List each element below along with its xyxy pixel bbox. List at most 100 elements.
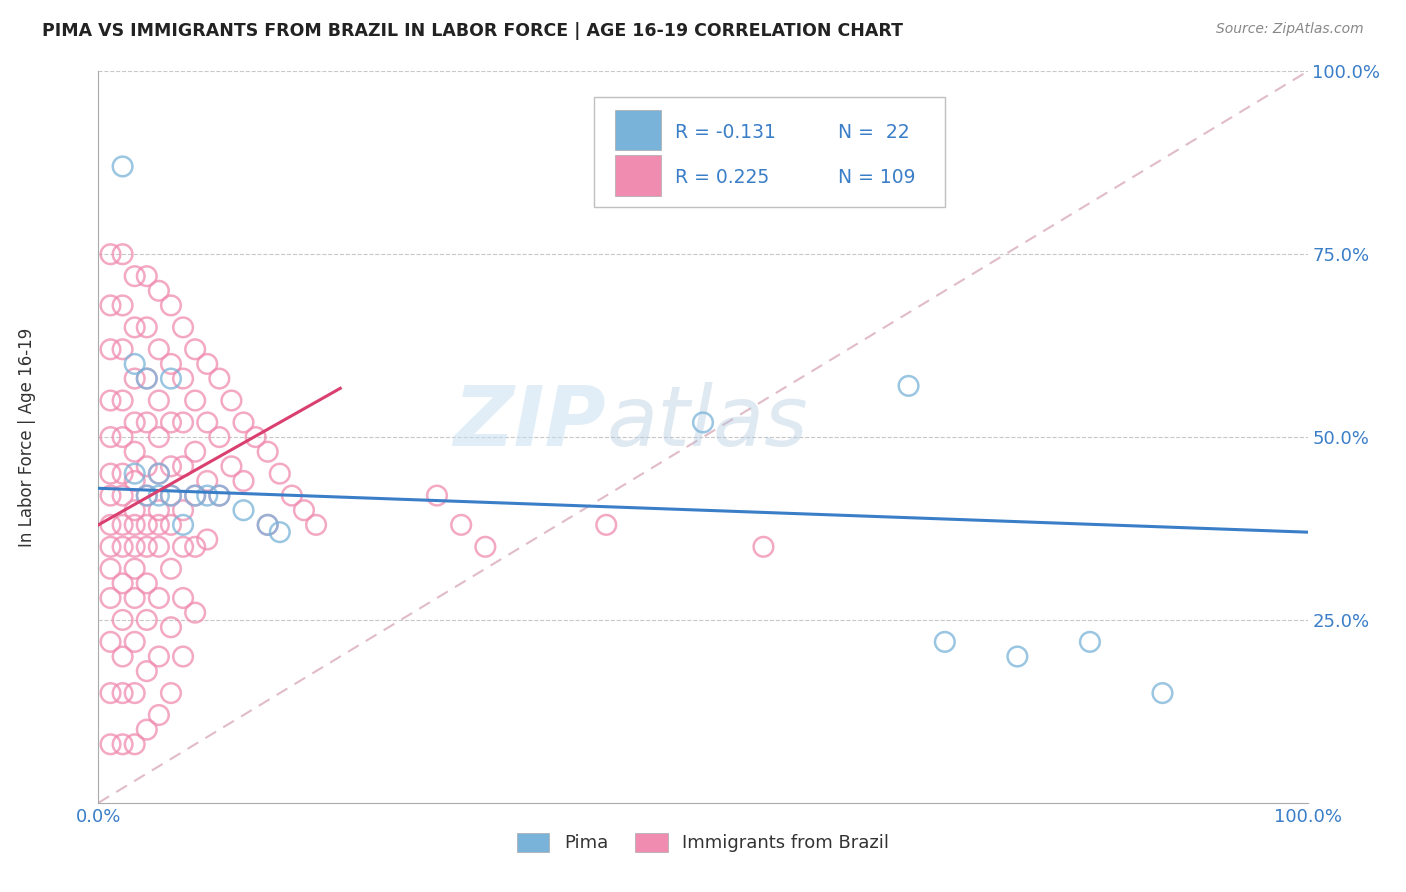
Point xyxy=(184,393,207,408)
Point xyxy=(752,540,775,554)
Point xyxy=(172,649,194,664)
Point xyxy=(111,160,134,174)
Point xyxy=(124,371,146,385)
Point xyxy=(269,467,291,481)
Point xyxy=(135,723,157,737)
Point xyxy=(148,430,170,444)
Point xyxy=(111,467,134,481)
Point xyxy=(135,613,157,627)
Point xyxy=(256,444,278,458)
Text: ZIP: ZIP xyxy=(454,382,606,463)
Point xyxy=(100,343,122,357)
Point xyxy=(135,269,157,284)
Point xyxy=(221,459,243,474)
Point xyxy=(184,489,207,503)
Point xyxy=(245,430,267,444)
Point xyxy=(135,489,157,503)
Point xyxy=(450,517,472,532)
Point xyxy=(124,269,146,284)
Point xyxy=(160,489,183,503)
Point xyxy=(100,635,122,649)
Point xyxy=(195,533,218,547)
Point xyxy=(172,540,194,554)
Point xyxy=(160,620,183,634)
Point xyxy=(1152,686,1174,700)
Text: PIMA VS IMMIGRANTS FROM BRAZIL IN LABOR FORCE | AGE 16-19 CORRELATION CHART: PIMA VS IMMIGRANTS FROM BRAZIL IN LABOR … xyxy=(42,22,903,40)
Point xyxy=(111,540,134,554)
Point xyxy=(692,416,714,430)
Point xyxy=(148,503,170,517)
Point xyxy=(184,343,207,357)
Point xyxy=(195,357,218,371)
Point xyxy=(148,284,170,298)
Point xyxy=(111,393,134,408)
Point xyxy=(184,606,207,620)
Legend: Pima, Immigrants from Brazil: Pima, Immigrants from Brazil xyxy=(509,826,897,860)
Point xyxy=(172,517,194,532)
Point xyxy=(111,343,134,357)
Point xyxy=(100,467,122,481)
Point xyxy=(111,247,134,261)
Point xyxy=(172,371,194,385)
Point xyxy=(148,467,170,481)
Point xyxy=(172,320,194,334)
Point xyxy=(426,489,449,503)
Point xyxy=(934,635,956,649)
Point xyxy=(148,343,170,357)
Point xyxy=(100,686,122,700)
Point xyxy=(148,517,170,532)
Text: N =  22: N = 22 xyxy=(838,122,910,142)
Point xyxy=(100,247,122,261)
Point xyxy=(124,320,146,334)
Point xyxy=(256,517,278,532)
Point xyxy=(148,540,170,554)
Point xyxy=(135,371,157,385)
Point xyxy=(124,540,146,554)
Point xyxy=(100,489,122,503)
Point xyxy=(160,562,183,576)
Point xyxy=(195,474,218,488)
Point xyxy=(172,459,194,474)
Point xyxy=(135,459,157,474)
Point xyxy=(100,393,122,408)
Point xyxy=(124,357,146,371)
Point xyxy=(124,686,146,700)
Text: R = 0.225: R = 0.225 xyxy=(675,168,769,187)
Point xyxy=(160,517,183,532)
Point xyxy=(124,474,146,488)
Point xyxy=(160,371,183,385)
Text: N = 109: N = 109 xyxy=(838,168,915,187)
Point xyxy=(135,489,157,503)
Point xyxy=(160,298,183,312)
Point xyxy=(232,474,254,488)
Point xyxy=(1007,649,1029,664)
Point xyxy=(135,664,157,678)
Point xyxy=(195,489,218,503)
Point xyxy=(135,416,157,430)
Point xyxy=(208,430,231,444)
Point xyxy=(184,444,207,458)
Point xyxy=(305,517,328,532)
Point xyxy=(221,393,243,408)
Point xyxy=(292,503,315,517)
Point xyxy=(111,576,134,591)
Point xyxy=(124,503,146,517)
Text: Source: ZipAtlas.com: Source: ZipAtlas.com xyxy=(1216,22,1364,37)
Text: atlas: atlas xyxy=(606,382,808,463)
Point xyxy=(124,591,146,605)
Point xyxy=(135,320,157,334)
Point xyxy=(124,562,146,576)
Y-axis label: In Labor Force | Age 16-19: In Labor Force | Age 16-19 xyxy=(18,327,37,547)
FancyBboxPatch shape xyxy=(595,97,945,207)
Point xyxy=(184,540,207,554)
Point xyxy=(111,686,134,700)
Text: R = -0.131: R = -0.131 xyxy=(675,122,776,142)
Point xyxy=(124,635,146,649)
Point xyxy=(124,444,146,458)
Point xyxy=(100,591,122,605)
Point xyxy=(269,525,291,540)
Point xyxy=(124,517,146,532)
Point xyxy=(208,371,231,385)
Point xyxy=(148,467,170,481)
Point xyxy=(111,489,134,503)
